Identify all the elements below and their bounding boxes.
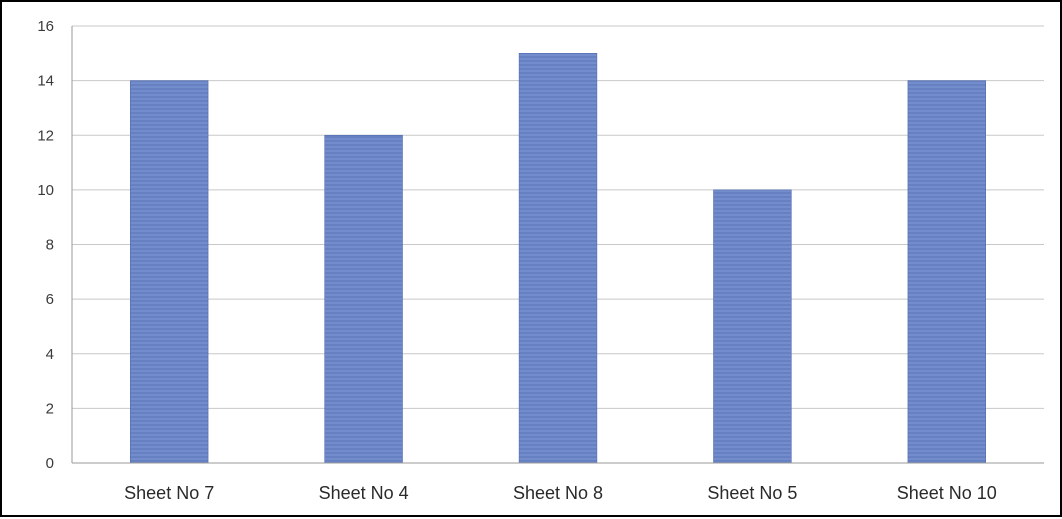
- bar-sheet-no-4: [324, 134, 403, 464]
- x-tick-label: Sheet No 7: [124, 483, 214, 503]
- bar-sheet-no-8: [518, 53, 598, 464]
- bar-sheet-no-10: [907, 80, 986, 464]
- bars: [130, 53, 986, 464]
- y-tick-label: 16: [37, 18, 54, 35]
- y-tick-label: 12: [37, 127, 54, 144]
- x-tick-label: Sheet No 10: [897, 483, 997, 503]
- y-tick-label: 2: [46, 400, 54, 417]
- y-tick-label: 6: [46, 291, 54, 308]
- y-tick-label: 8: [46, 237, 54, 254]
- x-tick-label: Sheet No 8: [513, 483, 603, 503]
- y-tick-label: 0: [46, 455, 54, 472]
- x-tick-label: Sheet No 4: [319, 483, 409, 503]
- bar-sheet-no-5: [713, 189, 792, 464]
- y-tick-labels: 0 2 4 6 8 10 12 14 16: [37, 18, 54, 472]
- axes: [71, 26, 1044, 464]
- x-tick-labels: Sheet No 7 Sheet No 4 Sheet No 8 Sheet No 5…: [124, 483, 997, 503]
- x-tick-label: Sheet No 5: [707, 483, 797, 503]
- y-tick-label: 14: [37, 73, 54, 90]
- y-tick-label: 10: [37, 182, 54, 199]
- y-tick-label: 4: [46, 346, 54, 363]
- bar-sheet-no-7: [130, 80, 209, 464]
